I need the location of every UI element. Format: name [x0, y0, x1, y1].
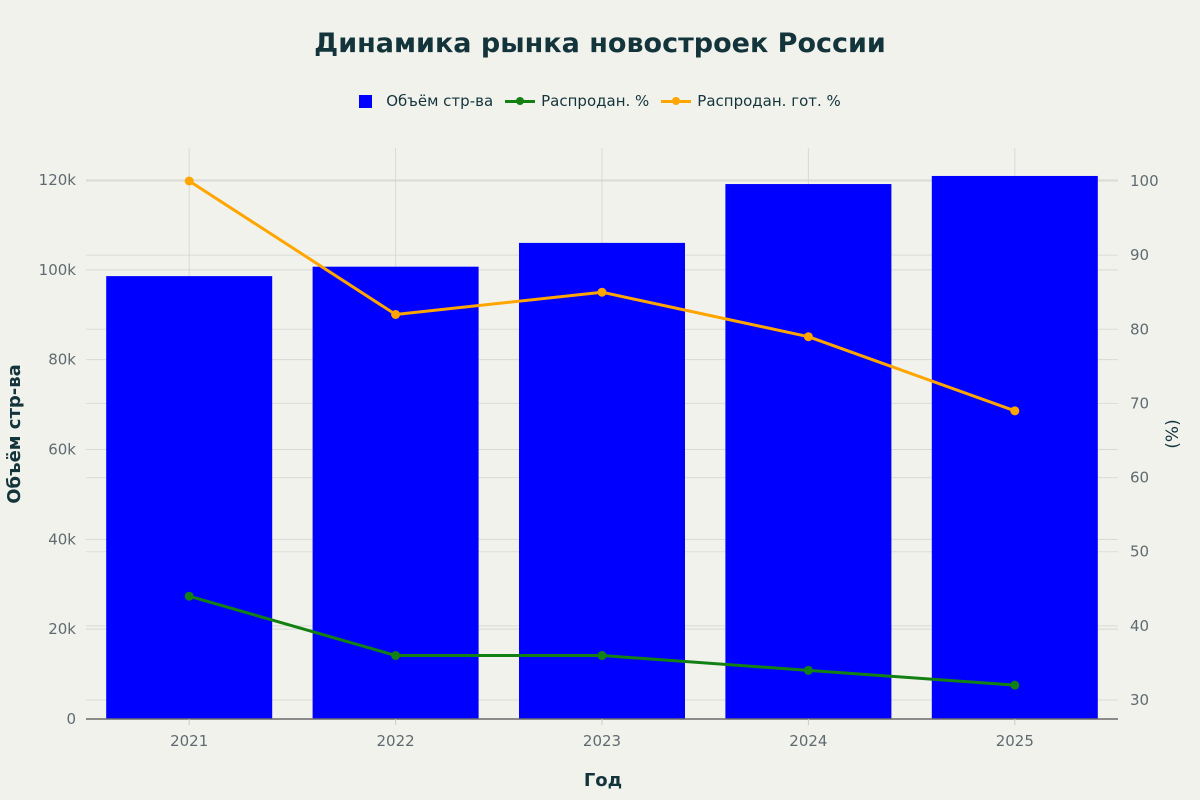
- y-tick-label: 40k: [48, 530, 76, 548]
- data-point: [1010, 680, 1020, 690]
- x-tick-label: 2022: [377, 732, 415, 750]
- y2-tick-label: 80: [1130, 320, 1149, 338]
- legend-label: Объём стр-ва: [386, 92, 494, 110]
- data-point: [391, 309, 401, 319]
- x-tick-label: 2021: [170, 732, 208, 750]
- y2-tick-label: 30: [1130, 691, 1149, 709]
- legend-label: Распродан. %: [541, 92, 650, 110]
- data-point: [184, 176, 194, 186]
- bar: [106, 276, 273, 719]
- x-tick-label: 2023: [583, 732, 621, 750]
- line-swatch-icon: [661, 95, 692, 107]
- y-tick-label: 0: [66, 710, 76, 728]
- y2-tick-label: 70: [1130, 394, 1149, 412]
- x-tick-label: 2024: [789, 732, 827, 750]
- bar: [931, 175, 1098, 719]
- data-point: [391, 651, 401, 661]
- y-tick-label: 120k: [39, 171, 77, 189]
- line-swatch-icon: [505, 95, 536, 107]
- y2-axis-title: (%): [1163, 419, 1183, 448]
- legend: Объём стр-ва Распродан. % Распродан. гот…: [0, 92, 1200, 110]
- y-tick-label: 20k: [48, 620, 76, 638]
- y-tick-label: 80k: [48, 351, 76, 369]
- x-axis-title: Год: [584, 770, 622, 791]
- bar-swatch-icon: [359, 94, 373, 108]
- data-point: [803, 332, 813, 342]
- legend-item-sold-ready[interactable]: Распродан. гот. %: [661, 92, 841, 110]
- data-point: [597, 287, 607, 297]
- bar: [725, 184, 892, 720]
- y2-tick-label: 40: [1130, 617, 1149, 635]
- y2-tick-label: 100: [1130, 172, 1159, 190]
- y-tick-label: 100k: [39, 261, 77, 279]
- bar: [519, 242, 685, 719]
- chart-title: Динамика рынка новостроек России: [314, 28, 886, 59]
- legend-label: Распродан. гот. %: [697, 92, 841, 110]
- y2-tick-label: 60: [1130, 469, 1149, 487]
- legend-item-volume[interactable]: Объём стр-ва: [359, 92, 493, 110]
- y2-tick-label: 50: [1130, 543, 1149, 561]
- data-point: [184, 591, 194, 601]
- legend-item-sold[interactable]: Распродан. %: [505, 92, 649, 110]
- y2-tick-label: 90: [1130, 246, 1149, 264]
- bar: [312, 266, 479, 719]
- data-point: [803, 665, 813, 675]
- data-point: [597, 651, 607, 661]
- data-point: [1010, 406, 1020, 416]
- x-tick-label: 2025: [996, 732, 1034, 750]
- y-tick-label: 60k: [48, 441, 76, 459]
- y-axis-title: Объём стр-ва: [4, 364, 25, 504]
